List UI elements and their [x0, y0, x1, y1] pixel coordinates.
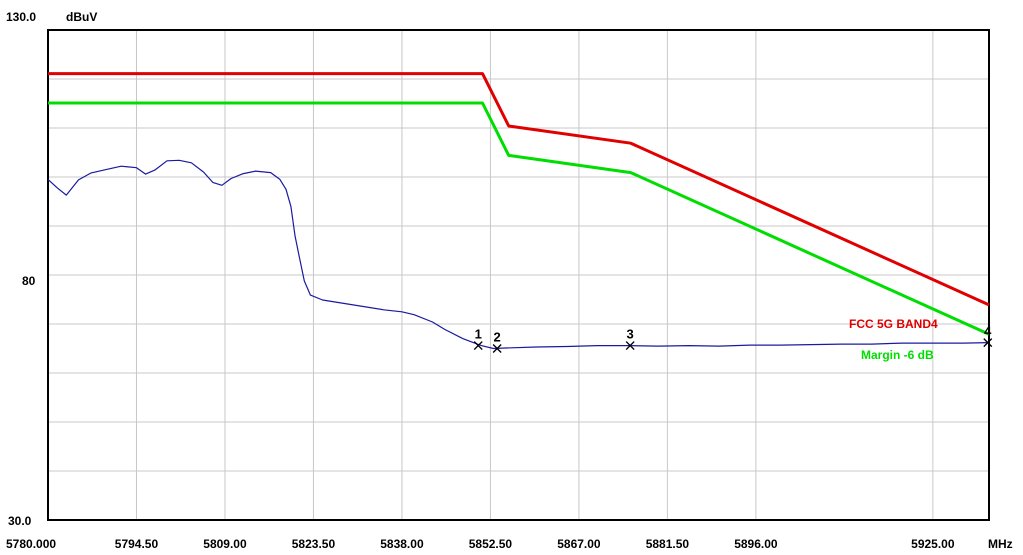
marker-cross — [473, 341, 483, 351]
x-tick-label: 5896.00 — [734, 537, 778, 551]
measured-trace — [47, 159, 990, 350]
marker-cross — [492, 344, 502, 353]
marker-cross — [625, 341, 635, 351]
x-tick-label: 5925.00 — [911, 537, 955, 551]
y-tick-label-mid: 80 — [22, 274, 36, 288]
x-tick-label: 5852.50 — [469, 537, 513, 551]
series-lines — [47, 72, 990, 350]
y-tick-label-bottom: 30.0 — [8, 514, 32, 528]
legend-label-limit: FCC 5G BAND4 — [849, 317, 938, 331]
x-tick-label: 5838.00 — [380, 537, 424, 551]
x-tick-label: 5823.50 — [292, 537, 336, 551]
fcc-limit-line — [48, 72, 990, 307]
x-tick-label: 5881.50 — [646, 537, 690, 551]
marker-label: 4 — [984, 324, 992, 339]
marker: 2 — [492, 330, 502, 353]
marker-label: 3 — [627, 327, 634, 342]
x-tick-label: 5780.000 — [6, 537, 56, 551]
margin-line — [48, 101, 990, 336]
grid — [48, 30, 989, 520]
marker: 1 — [473, 327, 483, 351]
x-tick-labels: 5780.000 5794.50 5809.00 5823.50 5838.00 5852… — [6, 537, 955, 551]
x-tick-label: 5794.50 — [115, 537, 159, 551]
marker: 4 — [983, 324, 993, 348]
y-unit-label: dBuV — [66, 10, 97, 24]
y-tick-label-top: 130.0 — [6, 10, 36, 24]
marker: 3 — [625, 327, 635, 351]
x-unit-label: MHz — [988, 537, 1013, 551]
legend-label-margin: Margin -6 dB — [861, 348, 934, 362]
x-tick-label: 5809.00 — [203, 537, 247, 551]
plot-border — [47, 29, 990, 521]
marker-label: 2 — [494, 330, 501, 345]
x-tick-label: 5867.00 — [557, 537, 601, 551]
marker-cross — [983, 338, 993, 348]
marker-label: 1 — [475, 327, 482, 342]
